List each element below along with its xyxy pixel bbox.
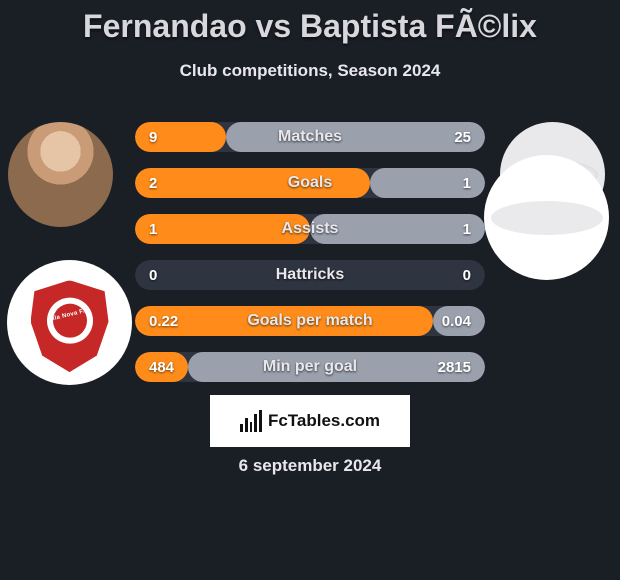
placeholder-pill-icon [491, 201, 603, 235]
stat-right-value: 2815 [438, 352, 471, 382]
stat-left-fill [135, 214, 310, 244]
stat-left-value: 0.22 [149, 306, 178, 336]
stat-right-fill [310, 214, 485, 244]
page-subtitle: Club competitions, Season 2024 [0, 61, 620, 81]
bar-chart-icon [240, 410, 262, 432]
stat-track [135, 260, 485, 290]
stat-right-fill [226, 122, 485, 152]
stat-left-fill [135, 168, 370, 198]
player-right-club-logo [484, 155, 609, 280]
stat-right-value: 1 [463, 214, 471, 244]
brand-badge: FcTables.com [210, 395, 410, 447]
player-left-avatar [8, 122, 113, 227]
date-label: 6 september 2024 [0, 456, 620, 476]
stat-left-value: 9 [149, 122, 157, 152]
stat-right-value: 0.04 [442, 306, 471, 336]
shield-icon [31, 280, 109, 372]
stat-left-value: 2 [149, 168, 157, 198]
stat-row: 925Matches [135, 122, 485, 152]
stat-row: 21Goals [135, 168, 485, 198]
stat-left-fill [135, 306, 433, 336]
player-left-club-logo: Vila Nova F.C. [7, 260, 132, 385]
stat-row: 0.220.04Goals per match [135, 306, 485, 336]
stats-container: 925Matches21Goals11Assists00Hattricks0.2… [135, 122, 485, 398]
stat-left-value: 484 [149, 352, 174, 382]
stat-row: 00Hattricks [135, 260, 485, 290]
brand-text: FcTables.com [268, 411, 380, 431]
stat-row: 4842815Min per goal [135, 352, 485, 382]
page-title: Fernandao vs Baptista FÃ©lix [0, 0, 620, 45]
stat-right-value: 1 [463, 168, 471, 198]
stat-right-value: 0 [463, 260, 471, 290]
stat-left-value: 0 [149, 260, 157, 290]
stat-row: 11Assists [135, 214, 485, 244]
stat-right-value: 25 [454, 122, 471, 152]
stat-left-value: 1 [149, 214, 157, 244]
